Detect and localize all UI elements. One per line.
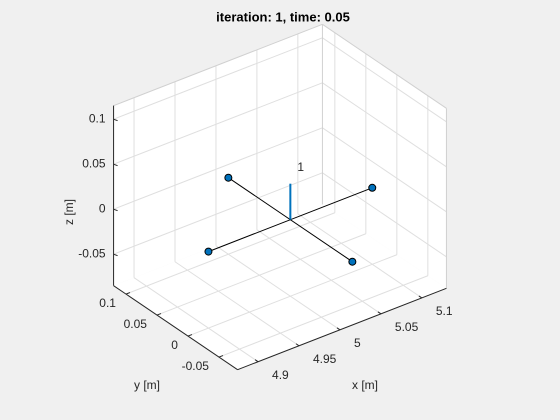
x-axis-label: x [m] [352,378,378,392]
y-axis-label: y [m] [134,378,160,392]
box-edge [113,23,323,107]
marker [348,257,357,266]
marker [224,173,233,182]
box-edge [322,23,447,109]
x-tick-label: 5 [354,336,361,350]
grid-line [322,127,447,213]
y-tick [187,334,193,337]
back-wall-y [113,24,323,286]
x-tick-label: 5.05 [395,320,419,334]
chart-title: iteration: 1, time: 0.05 [216,9,350,24]
y-tick-label: -0.05 [182,359,210,373]
x-tick [418,295,423,299]
z-tick-label: -0.05 [78,246,106,260]
z-tick [113,118,118,122]
grid-line [113,82,323,165]
annotation: 1 [297,160,304,174]
grid-line [113,172,323,255]
grid-line [187,254,398,337]
grid-line [322,172,447,258]
y-tick [156,313,162,316]
y-tick-label: 0.05 [124,317,148,331]
floor-plane [113,204,447,370]
z-tick [113,253,118,257]
marker [204,247,213,256]
grid-line [174,261,300,347]
back-wall-x [322,24,447,289]
z-tick [113,208,118,212]
grid-line [215,245,341,331]
z-tick-label: 0.1 [89,111,106,125]
y-axis-line [113,285,238,371]
grid-line [113,37,323,120]
series-line [228,177,353,263]
x-axis-line [237,287,447,371]
z-tick [113,163,118,167]
x-tick [336,327,341,331]
y-tick-label: 0 [171,338,178,352]
x-tick-label: 4.9 [272,368,289,382]
x-tick [377,311,382,315]
x-tick-label: 4.95 [313,352,337,366]
grid-line [322,37,447,123]
grid-line [113,127,323,210]
grid-line [322,82,447,168]
z-tick-label: 0.05 [82,156,106,170]
z-axis-label: z [m] [62,199,76,225]
marker [368,183,377,192]
z-tick-label: 0 [99,201,106,215]
axes-walls [113,24,447,370]
grid-line [218,275,429,358]
x-tick [295,343,300,347]
y-tick [218,355,224,358]
x-tick-label: 5.1 [436,304,453,318]
y-tick [125,292,131,295]
x-tick [254,359,259,363]
grid-line [297,213,423,299]
y-tick-label: 0.1 [99,296,116,310]
grid-line [256,229,382,315]
grid-line [133,277,259,363]
